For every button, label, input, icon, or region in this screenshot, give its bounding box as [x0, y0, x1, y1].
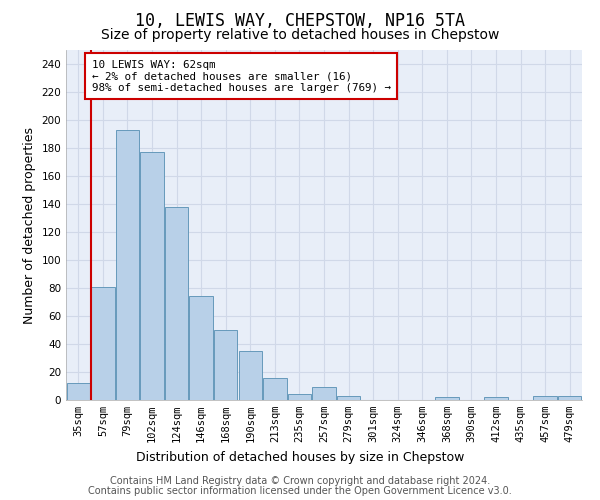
Bar [558, 396, 581, 400]
Bar [263, 378, 287, 400]
Bar [67, 383, 90, 400]
Text: Contains HM Land Registry data © Crown copyright and database right 2024.: Contains HM Land Registry data © Crown c… [110, 476, 490, 486]
Text: Distribution of detached houses by size in Chepstow: Distribution of detached houses by size … [136, 451, 464, 464]
Bar [214, 330, 238, 400]
Bar [190, 296, 213, 400]
Bar [165, 207, 188, 400]
Bar [239, 351, 262, 400]
Bar [337, 396, 360, 400]
Text: 10 LEWIS WAY: 62sqm
← 2% of detached houses are smaller (16)
98% of semi-detache: 10 LEWIS WAY: 62sqm ← 2% of detached hou… [92, 60, 391, 93]
Text: Contains public sector information licensed under the Open Government Licence v3: Contains public sector information licen… [88, 486, 512, 496]
Bar [288, 394, 311, 400]
Bar [140, 152, 164, 400]
Bar [435, 397, 458, 400]
Bar [313, 388, 335, 400]
Text: Size of property relative to detached houses in Chepstow: Size of property relative to detached ho… [101, 28, 499, 42]
Bar [91, 286, 115, 400]
Text: 10, LEWIS WAY, CHEPSTOW, NP16 5TA: 10, LEWIS WAY, CHEPSTOW, NP16 5TA [135, 12, 465, 30]
Bar [116, 130, 139, 400]
Y-axis label: Number of detached properties: Number of detached properties [23, 126, 36, 324]
Bar [533, 396, 557, 400]
Bar [484, 397, 508, 400]
